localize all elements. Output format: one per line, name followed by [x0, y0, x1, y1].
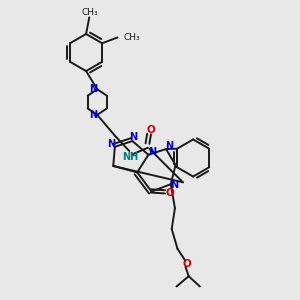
- Text: CH₃: CH₃: [82, 8, 98, 17]
- Text: N: N: [165, 142, 173, 152]
- Text: O: O: [182, 259, 191, 269]
- Text: N: N: [89, 110, 98, 121]
- Text: O: O: [147, 125, 155, 135]
- Text: N: N: [170, 180, 179, 190]
- Text: N: N: [148, 147, 157, 157]
- Text: O: O: [166, 188, 175, 199]
- Text: N: N: [129, 132, 137, 142]
- Text: CH₃: CH₃: [123, 33, 140, 42]
- Text: NH: NH: [122, 152, 138, 162]
- Text: N: N: [89, 84, 98, 94]
- Text: N: N: [107, 139, 115, 149]
